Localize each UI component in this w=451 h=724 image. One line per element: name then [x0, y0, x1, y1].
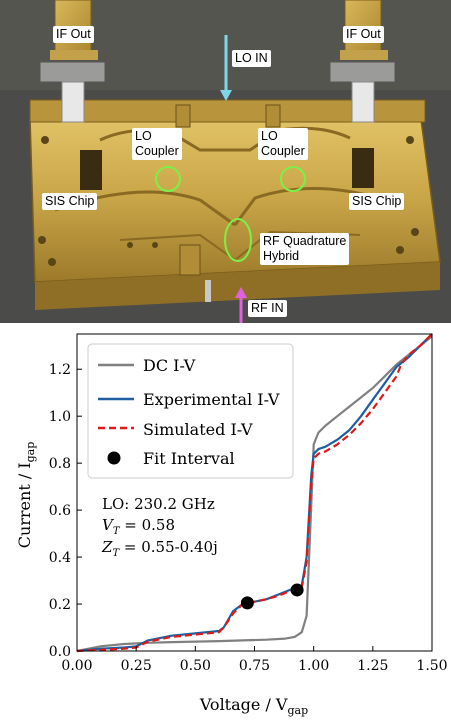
annotation-vt-symbol: V [102, 516, 115, 534]
series-line-dc-i-v [76, 335, 433, 653]
annotation-zt: ZT = 0.55-0.40j [101, 538, 218, 559]
annotation-zt-symbol: Z [101, 538, 113, 556]
axis-ticks: 0.00 0.25 0.50 0.75 1.00 1.25 1.50 0.0 0.2 0.4 0.6… [49, 362, 448, 674]
fit-interval-point-2 [290, 583, 304, 597]
x-tick-label: 1.50 [416, 658, 447, 674]
x-tick-label: 0.00 [61, 658, 92, 674]
y-tick-label: 1.2 [49, 362, 71, 378]
lo-coupler-left-line1: LO [135, 129, 152, 143]
y-axis-label-sub: gap [24, 442, 37, 463]
mixer-block-illustration [0, 0, 451, 323]
y-axis-label-text: Current / I [15, 462, 34, 548]
legend: DC I-V Experimental I-V Simulated I-V Fi… [87, 343, 294, 479]
legend-label-fit: Fit Interval [143, 449, 235, 468]
lo-coupler-right-line1: LO [261, 129, 278, 143]
lo-coupler-left-line2: Coupler [135, 144, 179, 158]
iv-chart: 0.00 0.25 0.50 0.75 1.00 1.25 1.50 0.0 0.2 0.4 0.6… [0, 323, 451, 720]
rf-hybrid-line2: Hybrid [263, 249, 300, 263]
lo-annotation: LO: 230.2 GHz VT = 0.58 ZT = 0.55-0.40j [101, 495, 218, 559]
fit-points [240, 583, 304, 610]
y-axis-label: Current / Igap [15, 442, 37, 549]
if-out-label-right: IF Out [343, 26, 384, 43]
fit-interval-point-1 [240, 596, 254, 610]
x-tick-label: 0.50 [180, 658, 211, 674]
y-tick-label: 0.8 [49, 456, 71, 472]
lo-coupler-right-highlight [280, 166, 306, 192]
annotation-zt-sub: T [112, 548, 120, 559]
legend-label-simulated: Simulated I-V [143, 420, 253, 439]
sis-chip-label-right: SIS Chip [349, 193, 405, 210]
sis-chip-label-left: SIS Chip [42, 193, 98, 210]
x-tick-label: 1.00 [298, 658, 329, 674]
annotation-vt: VT = 0.58 [102, 516, 175, 537]
lo-coupler-left-label: LO Coupler [132, 128, 182, 160]
x-tick-label: 0.25 [121, 658, 152, 674]
lo-coupler-left-highlight [155, 166, 181, 192]
rf-in-label: RF IN [248, 300, 287, 317]
lo-in-label: LO IN [232, 50, 271, 67]
legend-swatch-fit [107, 451, 121, 465]
mixer-block-photo: IF Out IF Out LO IN LO Coupler LO Couple… [0, 0, 451, 323]
annotation-zt-value: = 0.55-0.40j [119, 538, 218, 556]
y-tick-label: 0.0 [49, 644, 71, 660]
rf-hybrid-label: RF Quadrature Hybrid [260, 233, 350, 265]
if-out-label-left: IF Out [53, 26, 94, 43]
y-tick-label: 1.0 [49, 409, 71, 425]
annotation-vt-sub: T [113, 526, 121, 537]
y-tick-label: 0.2 [49, 597, 71, 613]
legend-label-experimental: Experimental I-V [143, 390, 280, 409]
annotation-vt-value: = 0.58 [120, 516, 176, 534]
legend-label-dc: DC I-V [143, 356, 196, 375]
lo-coupler-right-label: LO Coupler [258, 128, 308, 160]
x-tick-label: 1.25 [357, 658, 388, 674]
x-tick-label: 0.75 [239, 658, 270, 674]
x-axis-label-sub: gap [287, 704, 308, 717]
y-tick-label: 0.4 [49, 550, 71, 566]
rf-hybrid-line1: RF Quadrature [263, 234, 347, 248]
rf-hybrid-highlight [224, 218, 252, 262]
x-axis-label: Voltage / Vgap [199, 695, 308, 717]
annotation-lo-frequency: LO: 230.2 GHz [102, 495, 215, 513]
x-axis-label-text: Voltage / V [199, 695, 288, 714]
y-tick-label: 0.6 [49, 503, 71, 519]
lo-coupler-right-line2: Coupler [261, 144, 305, 158]
iv-chart-svg: 0.00 0.25 0.50 0.75 1.00 1.25 1.50 0.0 0.2 0.4 0.6… [15, 333, 448, 717]
